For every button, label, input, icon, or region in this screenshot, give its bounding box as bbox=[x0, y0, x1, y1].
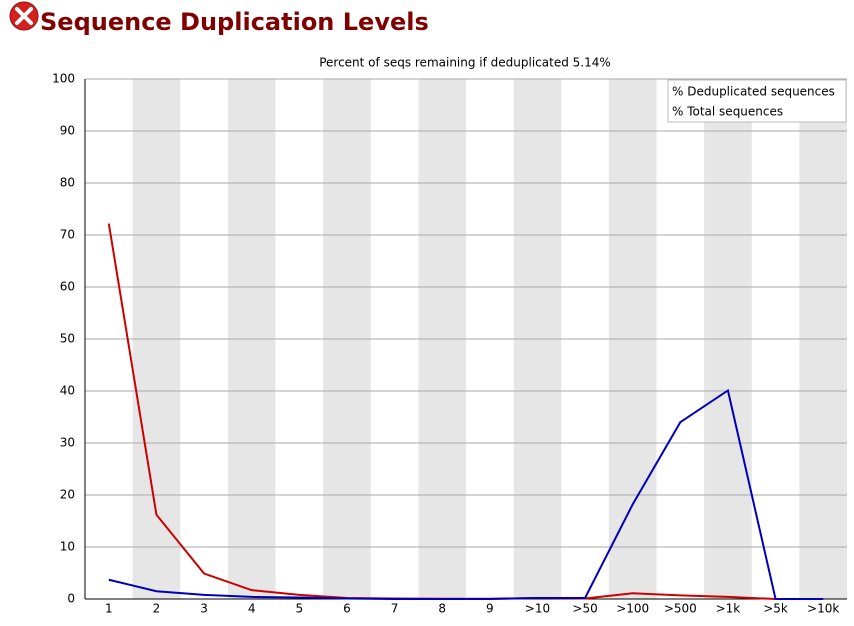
x-tick-label: 4 bbox=[248, 602, 256, 616]
y-tick-label: 10 bbox=[60, 540, 75, 554]
y-tick-label: 70 bbox=[60, 228, 75, 242]
y-tick-label: 50 bbox=[60, 332, 75, 346]
x-tick-label: >5k bbox=[763, 602, 788, 616]
x-tick-label: >1k bbox=[716, 602, 741, 616]
x-tick-label: 7 bbox=[391, 602, 399, 616]
y-tick-label: 40 bbox=[60, 384, 75, 398]
y-tick-label: 100 bbox=[52, 72, 75, 86]
x-tick-label: 3 bbox=[200, 602, 208, 616]
chart-subtitle: Percent of seqs remaining if deduplicate… bbox=[319, 56, 611, 70]
x-tick-label: 1 bbox=[105, 602, 113, 616]
x-tick-label: 8 bbox=[438, 602, 446, 616]
y-tick-label: 20 bbox=[60, 488, 75, 502]
chart-title: Sequence Duplication Levels bbox=[40, 8, 429, 36]
x-tick-label: 2 bbox=[153, 602, 161, 616]
x-tick-label: 5 bbox=[295, 602, 303, 616]
legend-label: % Total sequences bbox=[672, 105, 783, 119]
y-tick-label: 80 bbox=[60, 176, 75, 190]
x-tick-label: >50 bbox=[572, 602, 597, 616]
y-tick-label: 90 bbox=[60, 124, 75, 138]
legend-label: % Deduplicated sequences bbox=[672, 85, 835, 99]
y-tick-label: 60 bbox=[60, 280, 75, 294]
x-tick-label: >100 bbox=[616, 602, 649, 616]
x-tick-label: >10 bbox=[525, 602, 550, 616]
x-tick-label: >500 bbox=[664, 602, 697, 616]
legend-box bbox=[667, 79, 847, 123]
data-line bbox=[108, 388, 824, 600]
x-tick-label: >10k bbox=[807, 602, 839, 616]
y-tick-label: 0 bbox=[67, 592, 75, 606]
x-tick-label: 9 bbox=[486, 602, 494, 616]
x-tick-label: 6 bbox=[343, 602, 351, 616]
y-tick-label: 30 bbox=[60, 436, 75, 450]
error-icon bbox=[9, 1, 39, 31]
